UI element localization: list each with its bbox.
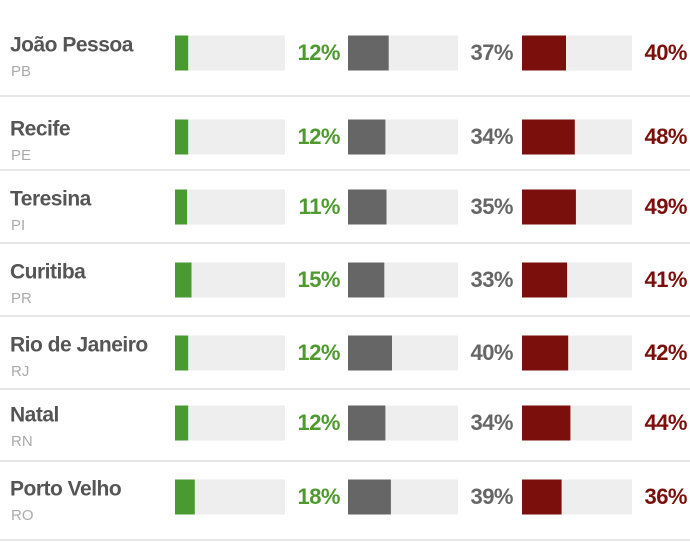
- bar-track: [175, 119, 285, 155]
- state-code: PE: [11, 147, 31, 164]
- value-label: 37%: [470, 40, 513, 65]
- bar: [522, 35, 566, 71]
- bar-track: [175, 335, 285, 371]
- value-label: 39%: [470, 484, 513, 509]
- city-name: Rio de Janeiro: [10, 334, 148, 357]
- bar: [175, 335, 189, 371]
- bar: [175, 35, 189, 71]
- bar: [348, 335, 392, 371]
- value-label: 40%: [470, 340, 513, 365]
- value-label: 42%: [644, 340, 687, 365]
- value-label: 34%: [470, 410, 513, 435]
- value-label: 49%: [644, 194, 687, 219]
- value-label: 48%: [644, 124, 687, 149]
- bar: [522, 262, 568, 298]
- value-label: 33%: [470, 267, 513, 292]
- value-label: 35%: [470, 194, 513, 219]
- bar-track: [175, 262, 285, 298]
- value-label: 11%: [299, 194, 340, 219]
- city-name: Porto Velho: [10, 478, 121, 501]
- bar: [522, 335, 569, 371]
- value-label: 12%: [297, 410, 340, 435]
- city-name: Recife: [10, 118, 70, 141]
- value-label: 15%: [297, 267, 340, 292]
- city-name: Natal: [10, 404, 59, 427]
- bar: [348, 35, 389, 71]
- city-name: Curitiba: [10, 261, 86, 284]
- bar: [348, 262, 385, 298]
- bar: [348, 479, 391, 515]
- bar: [175, 119, 189, 155]
- city-name: Teresina: [10, 188, 92, 211]
- state-code: RJ: [11, 363, 29, 380]
- city-name: João Pessoa: [10, 34, 134, 57]
- state-code: PR: [11, 290, 32, 307]
- value-label: 44%: [644, 410, 687, 435]
- bar: [175, 189, 188, 225]
- value-label: 34%: [470, 124, 513, 149]
- value-label: 36%: [644, 484, 687, 509]
- bar: [175, 479, 195, 515]
- bar-track: [175, 189, 285, 225]
- bar: [348, 189, 387, 225]
- state-code: PB: [11, 63, 31, 80]
- bar: [522, 479, 562, 515]
- bar: [175, 262, 192, 298]
- value-label: 40%: [644, 40, 687, 65]
- state-code: RN: [11, 433, 33, 450]
- bar: [522, 405, 571, 441]
- bar: [175, 405, 189, 441]
- value-label: 12%: [297, 124, 340, 149]
- value-label: 12%: [297, 40, 340, 65]
- value-label: 41%: [644, 267, 687, 292]
- value-label: 18%: [297, 484, 340, 509]
- bar: [522, 189, 576, 225]
- state-code: PI: [11, 217, 25, 234]
- bar: [522, 119, 575, 155]
- bar: [348, 119, 386, 155]
- value-label: 12%: [297, 340, 340, 365]
- bar: [348, 405, 386, 441]
- state-code: RO: [11, 507, 34, 524]
- bar-track: [175, 35, 285, 71]
- bar-track: [175, 405, 285, 441]
